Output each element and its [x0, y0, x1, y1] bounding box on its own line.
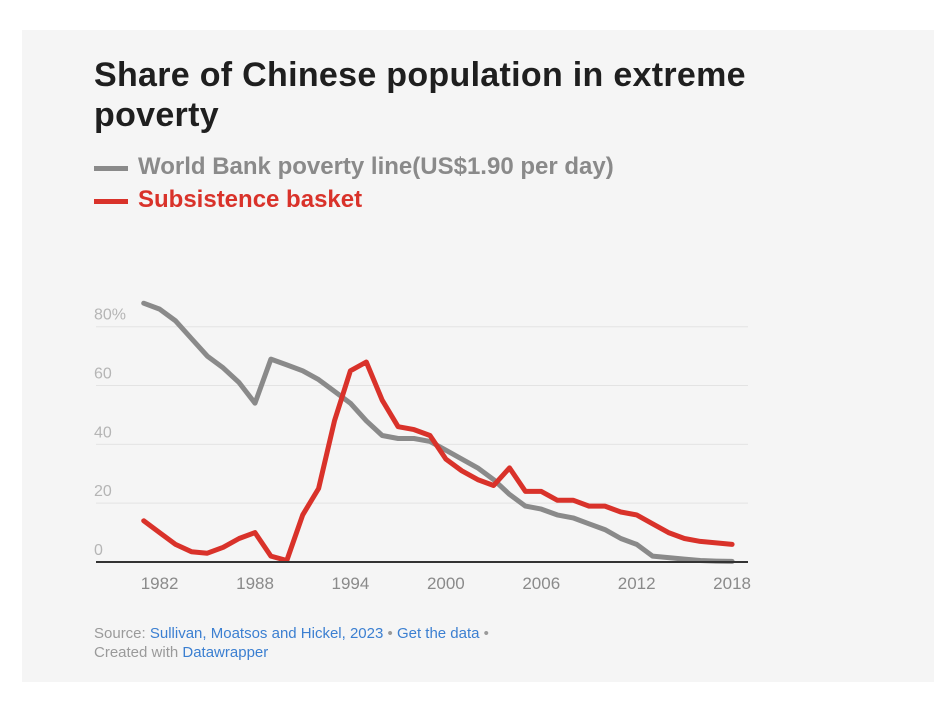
get-the-data-link[interactable]: Get the data: [396, 625, 480, 642]
chart-title: Share of Chinese population in extreme p…: [94, 56, 746, 134]
y-tick-label: 60: [94, 366, 112, 383]
x-axis-ticks: 1982 1988 1994 2000 2006 2012 2018: [141, 574, 751, 593]
x-tick-label: 2018: [713, 574, 751, 593]
legend-label-world-bank: World Bank poverty line(US$1.90 per day): [138, 153, 614, 180]
legend-item-world-bank: World Bank poverty line(US$1.90 per day): [94, 152, 734, 181]
source-prefix: Source:: [94, 625, 150, 642]
chart-card: [22, 30, 934, 682]
legend-item-subsistence: Subsistence basket: [94, 185, 734, 214]
legend-label-subsistence: Subsistence basket: [138, 186, 363, 213]
x-tick-label: 2006: [522, 574, 560, 593]
source-separator-1: •: [383, 625, 397, 642]
y-tick-label: 0: [94, 542, 103, 559]
series-line-world-bank: [141, 300, 735, 564]
y-axis-ticks: 0 20 40 60 80%: [94, 307, 126, 559]
created-with-text: Created with: [94, 644, 183, 661]
x-tick-label: 2000: [427, 574, 465, 593]
y-tick-label: 40: [94, 424, 112, 441]
legend-swatch-red: [94, 199, 128, 204]
y-tick-label: 80%: [94, 307, 126, 324]
source-note: Source: Sullivan, Moatsos and Hickel, 20…: [94, 624, 794, 662]
datawrapper-link[interactable]: Datawrapper: [182, 644, 269, 661]
y-tick-label: 20: [94, 483, 112, 500]
x-tick-label: 1982: [141, 574, 179, 593]
legend-swatch-gray: [94, 166, 128, 171]
x-tick-label: 1988: [236, 574, 274, 593]
x-tick-label: 2012: [618, 574, 656, 593]
source-authors-link[interactable]: Sullivan, Moatsos and Hickel, 2023: [149, 625, 384, 642]
legend: World Bank poverty line(US$1.90 per day)…: [94, 152, 734, 218]
grid-lines: [96, 326, 748, 504]
series-lines: [141, 300, 735, 564]
x-tick-label: 1994: [332, 574, 370, 593]
series-line-subsistence: [141, 359, 735, 563]
source-separator-2: •: [479, 625, 489, 642]
